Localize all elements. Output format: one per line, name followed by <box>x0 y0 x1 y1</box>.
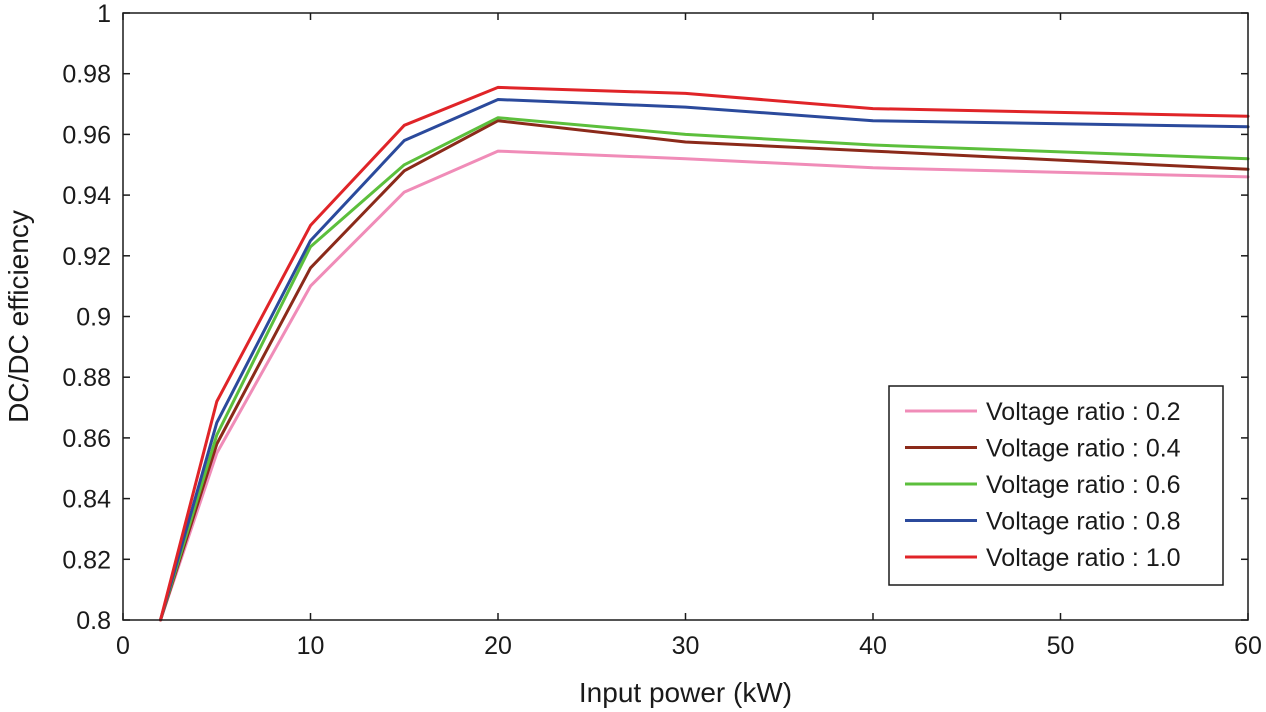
y-tick-label: 0.96 <box>62 121 111 149</box>
x-tick-label: 30 <box>672 632 700 660</box>
legend-label-4: Voltage ratio : 0.8 <box>986 508 1181 536</box>
legend-label-5: Voltage ratio : 1.0 <box>986 544 1181 572</box>
series-line-5 <box>159 85 1250 622</box>
x-tick-label: 50 <box>1047 632 1075 660</box>
y-tick-label: 0.98 <box>62 61 111 89</box>
y-tick-label: 0.92 <box>62 243 111 271</box>
series-line-2 <box>159 119 1250 622</box>
y-tick-label: 0.86 <box>62 425 111 453</box>
x-axis-title: Input power (kW) <box>579 677 792 708</box>
legend: Voltage ratio : 0.2 Voltage ratio : 0.4 Vo… <box>888 385 1224 586</box>
series-line-3 <box>159 116 1250 622</box>
y-tick-label: 0.88 <box>62 364 111 392</box>
legend-label-2: Voltage ratio : 0.4 <box>986 435 1181 463</box>
legend-label-1: Voltage ratio : 0.2 <box>986 398 1181 426</box>
y-tick-label: 0.94 <box>62 182 111 210</box>
y-tick-label: 0.8 <box>76 607 111 635</box>
series-layer <box>159 85 1250 622</box>
x-tick-label: 10 <box>297 632 325 660</box>
x-tick-label: 60 <box>1234 632 1262 660</box>
series-line-4 <box>159 98 1250 622</box>
y-axis-title: DC/DC efficiency <box>3 210 34 423</box>
x-tick-label: 0 <box>116 632 130 660</box>
y-tick-label: 0.84 <box>62 486 111 514</box>
x-tick-label: 40 <box>859 632 887 660</box>
legend-label-3: Voltage ratio : 0.6 <box>986 471 1181 499</box>
y-tick-label: 1 <box>97 0 111 28</box>
tick-layer: 0 10 20 30 40 50 60 0.8 0.82 0.84 0.86 0.88 0.9 0.92 0… <box>62 0 1262 660</box>
y-tick-label: 0.9 <box>76 304 111 332</box>
series-line-1 <box>159 149 1250 622</box>
y-tick-label: 0.82 <box>62 546 111 574</box>
x-tick-label: 20 <box>484 632 512 660</box>
